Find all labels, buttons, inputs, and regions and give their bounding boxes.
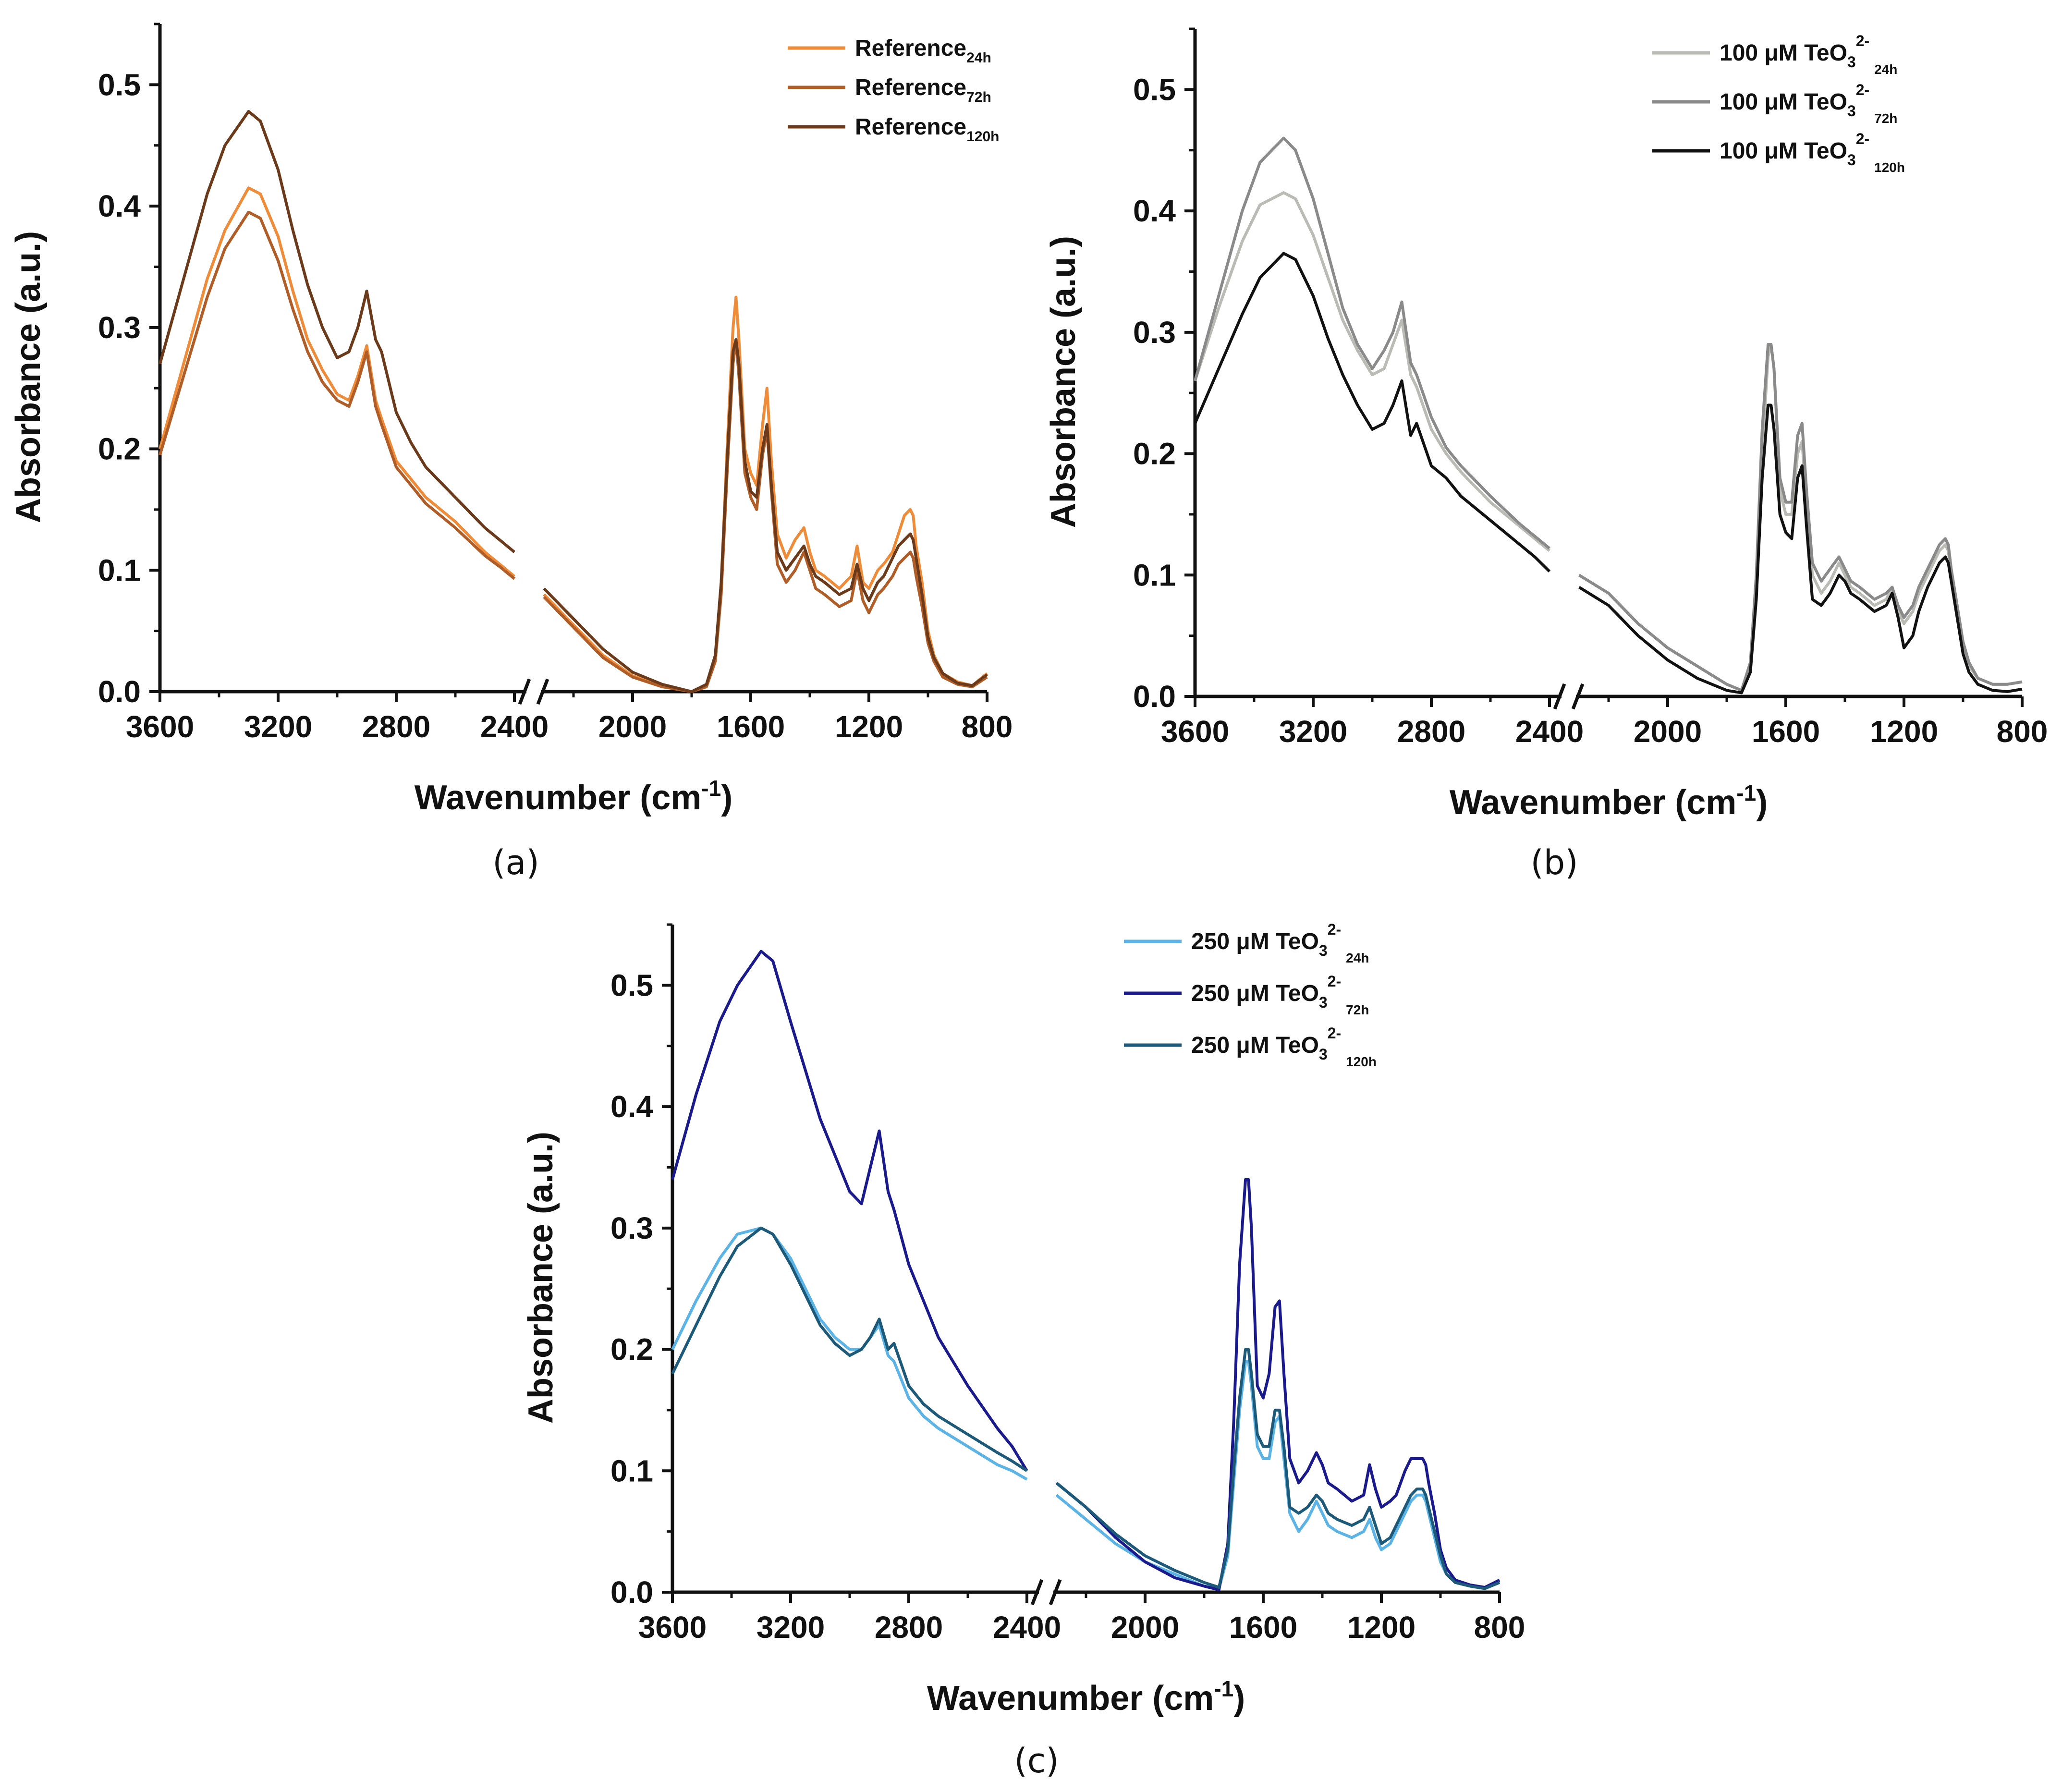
series-line-3 [543, 338, 988, 693]
x-tick-label: 1600 [1752, 714, 1820, 749]
axis-break-mark [536, 678, 549, 705]
series-line-3 [671, 1226, 1028, 1472]
x-tick-label: 1600 [717, 709, 785, 744]
x-tick-label: 800 [1997, 714, 2048, 749]
x-tick-label: 3600 [1161, 714, 1229, 749]
panel-label-a: (a) [492, 843, 539, 882]
y-tick-label: 0.4 [98, 189, 141, 223]
legend-label: Reference120h [855, 114, 1000, 145]
x-tick-label: 2800 [1397, 714, 1465, 749]
x-tick-label: 3200 [756, 1610, 825, 1645]
y-axis-title: Absorbance (a.u.) [522, 1132, 560, 1424]
series-line-3 [1055, 1348, 1501, 1590]
y-tick-label: 0.1 [610, 1453, 653, 1488]
x-tick-label: 3600 [126, 709, 194, 744]
series-line-2 [671, 950, 1028, 1472]
x-tick-label: 1200 [835, 709, 903, 744]
series-line-1 [159, 186, 515, 578]
series-line-2 [1055, 1178, 1501, 1591]
y-tick-label: 0.0 [1133, 679, 1176, 714]
axis-break-mark [518, 678, 531, 705]
x-axis-title: Wavenumber (cm-1) [1450, 780, 1768, 822]
series-line-3 [1578, 403, 2023, 695]
axis-break-mark [1553, 683, 1566, 710]
x-tick-label: 2000 [1111, 1610, 1179, 1645]
y-tick-label: 0.3 [610, 1211, 653, 1245]
x-tick-label: 1600 [1229, 1610, 1297, 1645]
y-tick-label: 0.3 [1133, 315, 1176, 350]
y-axis-title: Absorbance (a.u.) [9, 231, 48, 523]
axis-break-mark [1049, 1579, 1062, 1606]
y-tick-label: 0.1 [98, 553, 141, 587]
y-tick-label: 0.4 [1133, 194, 1176, 228]
panel-label-c: (c) [1014, 1741, 1059, 1780]
y-tick-label: 0.5 [98, 67, 141, 102]
series-line-2 [1194, 136, 1550, 550]
axis-break-mark [1030, 1579, 1044, 1606]
x-tick-label: 1200 [1347, 1610, 1415, 1645]
y-tick-label: 0.2 [1133, 437, 1176, 471]
x-tick-label: 800 [1474, 1610, 1525, 1645]
x-axis-title: Wavenumber (cm-1) [927, 1676, 1245, 1718]
y-tick-label: 0.5 [1133, 72, 1176, 107]
y-tick-label: 0.0 [98, 674, 141, 709]
y-tick-label: 0.1 [1133, 558, 1176, 592]
series-line-2 [159, 210, 515, 580]
x-tick-label: 3200 [244, 709, 312, 744]
series-line-3 [159, 110, 515, 553]
y-tick-label: 0.4 [610, 1089, 653, 1124]
x-tick-label: 2400 [1515, 714, 1584, 749]
x-tick-label: 2000 [598, 709, 667, 744]
series-line-1 [1194, 191, 1550, 552]
y-tick-label: 0.5 [610, 968, 653, 1002]
x-tick-label: 2400 [480, 709, 549, 744]
x-tick-label: 2800 [875, 1610, 943, 1645]
x-tick-label: 2800 [362, 709, 430, 744]
x-tick-label: 3200 [1279, 714, 1347, 749]
panel-label-b: (b) [1530, 843, 1578, 882]
panel-a: 0.0 0.1 0.2 0.3 0.4 0.5 3600 3200 2800 2400 2000 16… [9, 23, 1013, 817]
y-tick-label: 0.0 [610, 1575, 653, 1609]
axis-break-mark [1571, 683, 1585, 710]
y-tick-label: 0.2 [610, 1332, 653, 1367]
x-axis-title: Wavenumber (cm-1) [415, 776, 732, 817]
x-tick-label: 2400 [993, 1610, 1061, 1645]
y-axis-title: Absorbance (a.u.) [1044, 236, 1083, 528]
x-tick-label: 1200 [1870, 714, 1938, 749]
series-line-3 [1194, 252, 1551, 573]
y-tick-label: 0.2 [98, 432, 141, 466]
x-tick-label: 800 [962, 709, 1013, 744]
x-tick-label: 3600 [638, 1610, 707, 1645]
x-tick-label: 2000 [1634, 714, 1702, 749]
y-tick-label: 0.3 [98, 310, 141, 345]
